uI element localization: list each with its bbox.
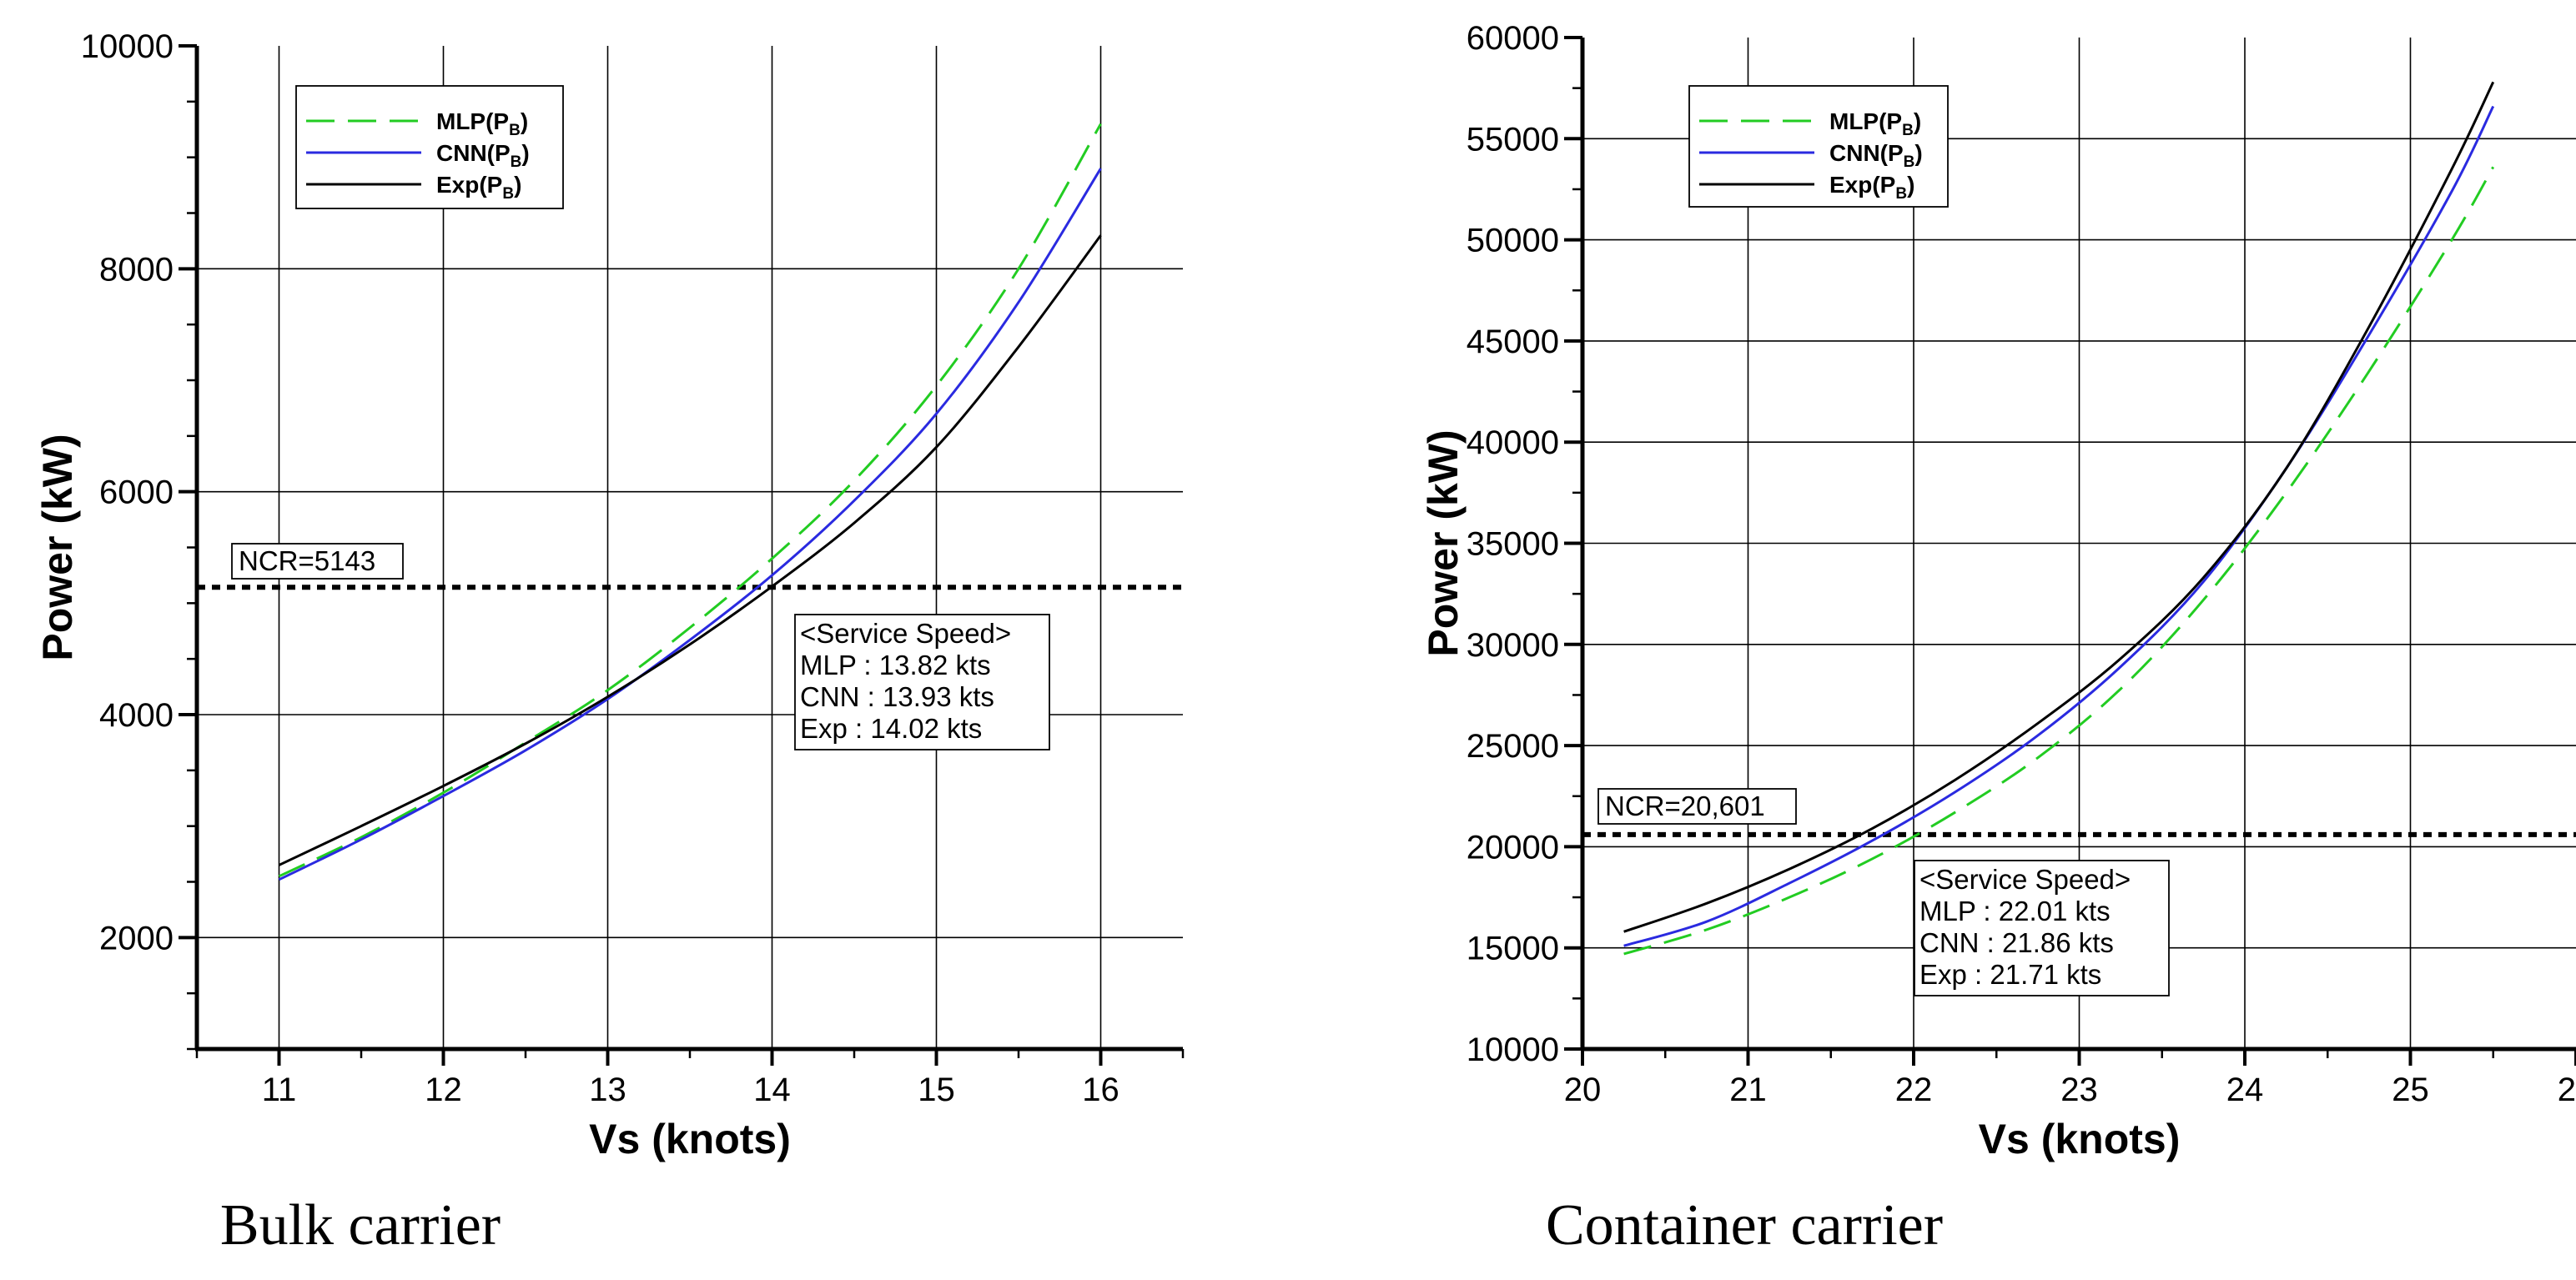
service-speed-box [794,614,1050,750]
x-tick-label: 20 [1564,1072,1602,1108]
bulk-carrier-panel: 2000 4000 6000 8000 10000 11 12 13 14 15 16 Vs (kno… [34,28,1185,1257]
ncr-label-box [1597,788,1797,825]
x-tick-label: 12 [425,1072,462,1108]
container-carrier-panel: 10000 15000 20000 25000 30000 35000 40000 45000… [1288,0,2576,1280]
x-tick-label: 23 [2060,1072,2098,1108]
y-tick-label: 10000 [1467,1032,1559,1068]
y-axis-title: Power (kW) [34,434,81,660]
legend-entry: MLP(PB) [1829,108,1921,139]
bulk-carrier-chart: 2000 4000 6000 8000 10000 11 12 13 14 15 16 Vs (kno… [34,28,1185,1162]
y-tick-label: 60000 [1467,20,1559,57]
series-line-mlpp [1623,166,2495,956]
x-tick-label: 16 [1082,1072,1119,1108]
y-tick-label: 35000 [1467,526,1559,563]
container-carrier-chart: 10000 15000 20000 25000 30000 35000 40000 45000… [1420,20,2576,1162]
series-line-cnnp [278,168,1102,881]
y-tick-label: 8000 [99,251,174,288]
service-speed-line: MLP : 22.01 kts [1919,896,2111,926]
service-speed-box [1914,860,2170,996]
grid [1582,38,2576,1049]
service-speed-line: Exp : 21.71 kts [1919,959,2101,990]
series-line-mlpp [278,123,1102,878]
x-tick-label: 25 [2392,1072,2429,1108]
ncr-label-box [231,543,404,580]
x-tick-label: 15 [918,1072,955,1108]
ncr-label: NCR=20,601 [1605,791,1765,821]
y-tick-label: 6000 [99,474,174,511]
x-tick-label: 26 [2558,1072,2576,1108]
y-tick-label: 15000 [1467,931,1559,967]
service-speed-line: MLP : 13.82 kts [800,650,991,680]
legend-entry: CNN(PB) [1829,140,1923,171]
y-tick-label: 10000 [81,28,174,65]
x-tick-label: 13 [589,1072,626,1108]
service-speed-line: <Service Speed> [800,618,1011,649]
legend-entry: Exp(PB) [1829,172,1914,203]
service-speed-line: CNN : 21.86 kts [1919,927,2114,958]
bulk-carrier-caption: Bulk carrier [219,1193,501,1257]
y-tick-label: 30000 [1467,627,1559,664]
legend-box [1688,85,1949,208]
x-tick-label: 21 [1729,1072,1767,1108]
x-tick-label: 11 [262,1072,297,1108]
y-tick-label: 50000 [1467,223,1559,259]
series-line-expp [1623,81,2495,933]
y-axis-title: Power (kW) [1420,429,1467,656]
x-axis-title: Vs (knots) [1979,1116,2181,1162]
y-tick-label: 25000 [1467,728,1559,765]
x-axis-title: Vs (knots) [589,1116,791,1162]
series-line-cnnp [1623,105,2495,947]
y-tick-label: 55000 [1467,121,1559,158]
service-speed-line: CNN : 13.93 kts [800,681,994,712]
legend-entry: Exp(PB) [436,172,521,203]
x-tick-label: 24 [2226,1072,2264,1108]
y-tick-label: 45000 [1467,324,1559,360]
legend-entry: MLP(PB) [436,108,528,139]
legend-box [295,85,564,209]
container-carrier-caption: Container carrier [1545,1193,1944,1257]
x-tick-label: 22 [1895,1072,1933,1108]
x-tick-label: 14 [753,1072,791,1108]
ncr-label: NCR=5143 [239,545,375,576]
y-tick-label: 20000 [1467,829,1559,866]
series-line-expp [278,234,1102,866]
service-speed-line: <Service Speed> [1919,864,2131,895]
y-tick-label: 4000 [99,697,174,734]
y-tick-label: 40000 [1467,424,1559,461]
y-tick-label: 2000 [99,920,174,956]
legend-entry: CNN(PB) [436,140,530,171]
service-speed-line: Exp : 14.02 kts [800,713,982,744]
